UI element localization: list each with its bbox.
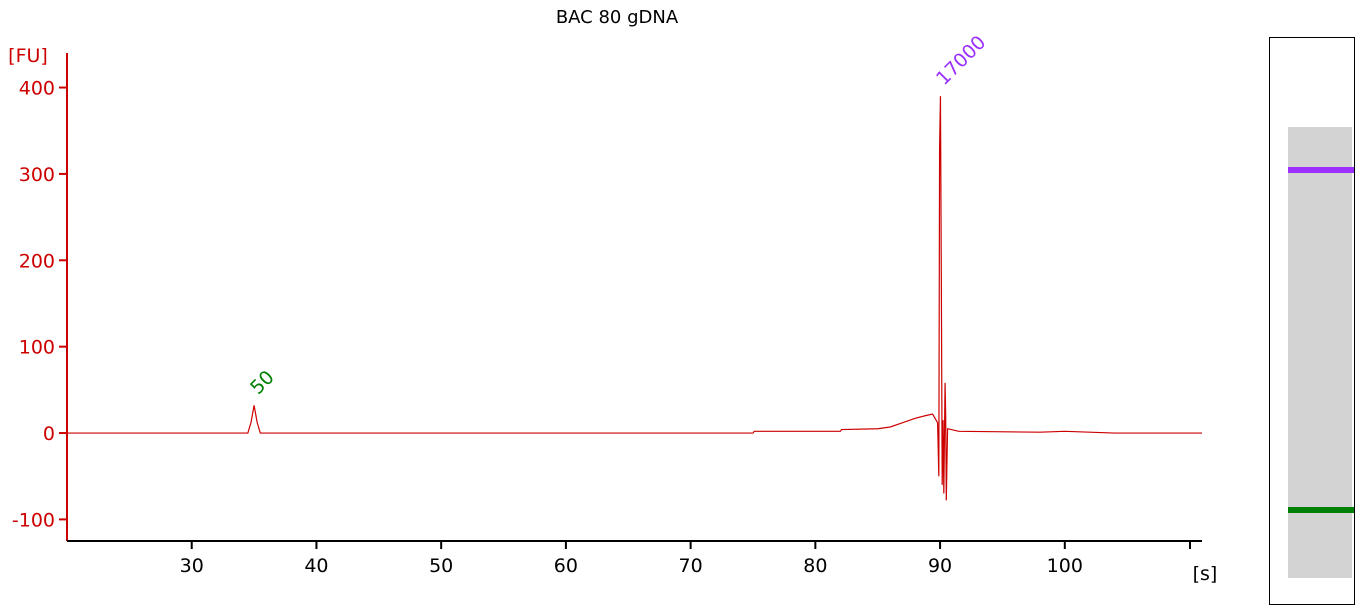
y-tick-label: 300 xyxy=(19,164,55,186)
x-axis-label: [s] xyxy=(1193,563,1218,585)
axes: -100 0 100 200 300 400 30 40 50 60 70 80 90 100 xyxy=(12,53,1202,577)
x-tick-label: 60 xyxy=(554,555,578,577)
x-tick-label: 100 xyxy=(1047,555,1083,577)
x-tick-label: 30 xyxy=(180,555,204,577)
peak-labels: 50 17000 xyxy=(246,31,990,399)
series-line xyxy=(67,96,1202,501)
gel-lane xyxy=(1269,37,1355,605)
peak-label: 17000 xyxy=(932,31,990,89)
y-tick-label: 200 xyxy=(19,250,55,272)
x-tick-label: 40 xyxy=(304,555,328,577)
y-tick-label: 400 xyxy=(19,78,55,100)
x-tick-label: 70 xyxy=(679,555,703,577)
x-tick-label: 90 xyxy=(928,555,952,577)
peak-label: 50 xyxy=(246,366,279,399)
x-tick-label: 50 xyxy=(429,555,453,577)
gel-lane-background xyxy=(1288,127,1352,578)
gel-band xyxy=(1288,166,1354,173)
gel-band xyxy=(1288,507,1354,514)
chart-title: BAC 80 gDNA xyxy=(556,7,679,28)
series-layer xyxy=(67,96,1202,501)
y-tick-label: 100 xyxy=(19,337,55,359)
x-tick-label: 80 xyxy=(803,555,827,577)
y-tick-label: -100 xyxy=(12,509,55,531)
y-tick-label: 0 xyxy=(43,423,55,445)
y-axis-label: [FU] xyxy=(8,45,48,67)
